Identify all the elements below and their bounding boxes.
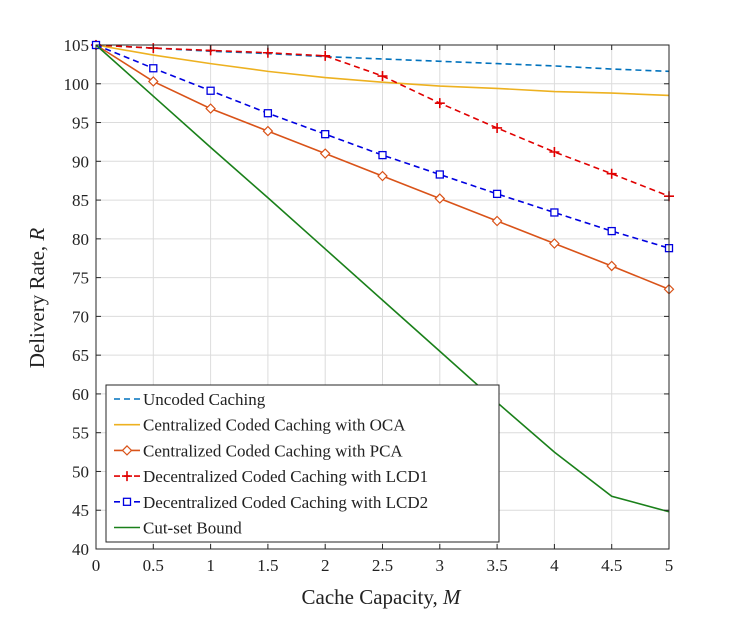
y-tick-label: 105 (64, 36, 90, 55)
legend-label: Cut-set Bound (143, 519, 242, 538)
data-point-decentralized-coded-caching-with-lcd2 (492, 189, 502, 199)
data-point-decentralized-coded-caching-with-lcd2 (263, 109, 273, 118)
data-point-decentralized-coded-caching-with-lcd2 (378, 150, 387, 160)
y-tick-label: 80 (72, 230, 89, 249)
data-point-decentralized-coded-caching-with-lcd2 (435, 170, 444, 179)
legend-marker (122, 497, 132, 506)
legend-item-centralized-coded-caching-with-oca: Centralized Coded Caching with OCA (114, 416, 406, 435)
y-tick-label: 100 (64, 75, 90, 94)
y-tick-label: 45 (72, 501, 89, 520)
data-point-centralized-coded-caching-with-pca (205, 103, 216, 114)
data-point-centralized-coded-caching-with-pca (549, 238, 560, 249)
y-tick-label: 85 (72, 191, 89, 210)
legend-label: Decentralized Coded Caching with LCD2 (143, 493, 428, 512)
series-centralized-coded-caching-with-oca (95, 44, 670, 97)
data-point-decentralized-coded-caching-with-lcd2 (206, 86, 215, 95)
x-tick-label: 4.5 (601, 556, 622, 575)
x-tick-labels: 0 0.5 1 1.5 2 2.5 3 3.5 4 4.5 5 (92, 556, 674, 575)
data-point-centralized-coded-caching-with-pca (606, 260, 618, 272)
legend-item-cut-set-bound: Cut-set Bound (114, 519, 242, 538)
data-point-centralized-coded-caching-with-pca (491, 215, 503, 227)
y-axis-label: Delivery Rate, R (25, 228, 49, 369)
legend-item-decentralized-coded-caching-with-lcd1: Decentralized Coded Caching with LCD1 (114, 467, 428, 486)
y-tick-label: 75 (72, 269, 89, 288)
legend-box (105, 384, 500, 543)
legend-item-uncoded-caching: Uncoded Caching (114, 390, 266, 409)
data-point-decentralized-coded-caching-with-lcd1 (492, 122, 503, 133)
series-line-centralized-coded-caching-with-oca (95, 44, 670, 97)
x-tick-label: 1 (206, 556, 215, 575)
x-tick-label: 2 (321, 556, 330, 575)
legend-label: Centralized Coded Caching with OCA (143, 416, 406, 435)
data-point-decentralized-coded-caching-with-lcd1 (377, 71, 388, 82)
x-tick-label: 4 (550, 556, 559, 575)
y-tick-label: 95 (72, 114, 89, 133)
data-point-decentralized-coded-caching-with-lcd1 (434, 98, 445, 109)
series-layer (90, 39, 675, 513)
series-cut-set-bound (95, 44, 670, 513)
legend-label: Centralized Coded Caching with PCA (143, 441, 403, 460)
y-tick-label: 65 (72, 346, 89, 365)
x-tick-label: 5 (665, 556, 674, 575)
x-tick-label: 1.5 (257, 556, 278, 575)
x-tick-label: 0.5 (143, 556, 164, 575)
legend-marker (121, 445, 133, 456)
y-tick-label: 90 (72, 152, 89, 171)
data-point-decentralized-coded-caching-with-lcd2 (550, 208, 559, 217)
x-tick-label: 2.5 (372, 556, 393, 575)
x-tick-label: 0 (92, 556, 101, 575)
x-axis-label: Cache Capacity, M (302, 585, 463, 609)
data-point-centralized-coded-caching-with-pca (262, 125, 274, 137)
data-point-centralized-coded-caching-with-pca (377, 170, 388, 182)
data-point-decentralized-coded-caching-with-lcd1 (606, 168, 617, 179)
y-tick-label: 55 (72, 424, 89, 443)
series-line-cut-set-bound (95, 44, 670, 513)
legend-item-centralized-coded-caching-with-pca: Centralized Coded Caching with PCA (114, 441, 403, 460)
axis-ticks (95, 44, 670, 550)
x-tick-label: 3 (436, 556, 445, 575)
legend-label: Uncoded Caching (143, 390, 266, 409)
data-point-decentralized-coded-caching-with-lcd2 (321, 130, 330, 139)
data-point-decentralized-coded-caching-with-lcd1 (320, 50, 331, 61)
data-point-centralized-coded-caching-with-pca (147, 76, 159, 87)
series-line-decentralized-coded-caching-with-lcd2 (95, 44, 670, 249)
x-tick-label: 3.5 (486, 556, 507, 575)
legend-item-decentralized-coded-caching-with-lcd2: Decentralized Coded Caching with LCD2 (114, 493, 428, 512)
legend: Uncoded Caching Centralized Coded Caching… (105, 384, 500, 543)
y-tick-label: 70 (72, 307, 89, 326)
data-point-decentralized-coded-caching-with-lcd2 (607, 226, 616, 236)
y-tick-label: 40 (72, 540, 89, 559)
data-point-decentralized-coded-caching-with-lcd2 (149, 64, 158, 73)
data-point-decentralized-coded-caching-with-lcd1 (549, 147, 560, 158)
y-tick-label: 50 (72, 462, 89, 481)
y-tick-label: 60 (72, 385, 89, 404)
legend-label: Decentralized Coded Caching with LCD1 (143, 467, 428, 486)
data-point-centralized-coded-caching-with-pca (319, 148, 331, 159)
legend-marker (122, 471, 132, 482)
data-point-centralized-coded-caching-with-pca (434, 193, 446, 204)
y-tick-labels: 40 45 50 55 60 65 70 75 80 85 90 95 100 105 (64, 36, 90, 559)
